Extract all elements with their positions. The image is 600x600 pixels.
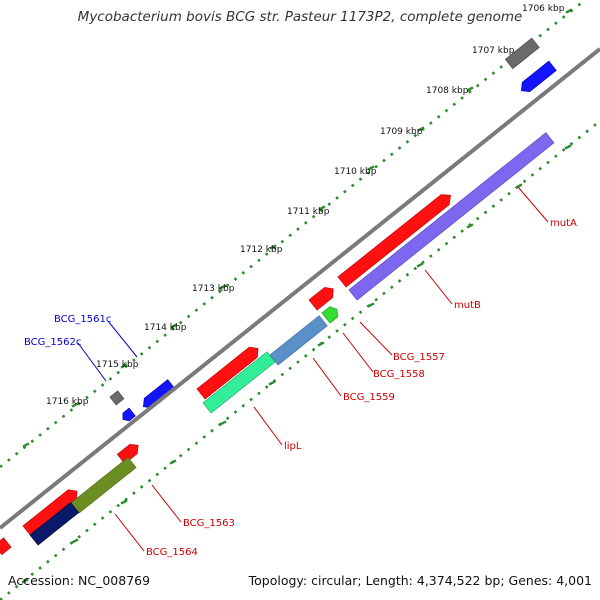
gene-bcg1561c[interactable]	[140, 379, 176, 412]
genome-title: Mycobacterium bovis BCG str. Pasteur 117…	[77, 9, 523, 25]
gene-bcg1562c[interactable]	[120, 407, 136, 423]
tick-label-1714: 1714 kbp	[144, 323, 187, 333]
gene-forward-2[interactable]	[308, 284, 337, 311]
gene-bcg1564[interactable]	[29, 502, 80, 546]
gene-label-bcg1561c[interactable]: BCG_1561c	[54, 314, 111, 325]
tick-label-1716: 1716 kbp	[46, 397, 89, 407]
leader-bcg1559	[312, 357, 342, 397]
gene-label-bcg1558[interactable]: BCG_1558	[373, 369, 425, 380]
gene-label-bcg1559[interactable]: BCG_1559	[343, 392, 395, 403]
gene-label-mutA[interactable]: mutA	[550, 218, 577, 229]
tick-label-1713: 1713 kbp	[192, 284, 235, 294]
tick-labels: 1706 kbp 1707 kbp 1708 kbp 1709 kbp 1710…	[46, 4, 565, 407]
gene-bcg1562c-upper[interactable]	[109, 390, 125, 406]
leader-mutB	[424, 269, 453, 305]
gene-forward-6[interactable]	[0, 537, 12, 556]
gene-reverse-top[interactable]	[518, 60, 557, 95]
leader-bcg1557	[359, 321, 393, 356]
topology-summary: Topology: circular; Length: 4,374,522 bp…	[248, 573, 592, 588]
gene-label-bcg1562c[interactable]: BCG_1562c	[24, 337, 81, 348]
leader-bcg1564	[114, 513, 145, 552]
tick-label-1707: 1707 kbp	[472, 46, 515, 56]
gene-label-mutB[interactable]: mutB	[454, 300, 481, 311]
gene-bcg1558-end[interactable]	[321, 304, 341, 324]
label-leader-lines	[77, 186, 549, 552]
accession-text: Accession: NC_008769	[8, 573, 151, 588]
backbone	[0, 47, 600, 530]
tick-label-1710: 1710 kbp	[334, 167, 377, 177]
leader-bcg1558	[342, 332, 374, 373]
tick-label-1708: 1708 kbp	[426, 86, 469, 96]
tick-label-1712: 1712 kbp	[240, 245, 283, 255]
tick-label-1711: 1711 kbp	[287, 207, 330, 217]
tick-label-1709: 1709 kbp	[380, 127, 423, 137]
gene-label-bcg1563[interactable]: BCG_1563	[183, 518, 235, 529]
gene-lipL[interactable]	[202, 351, 276, 414]
gene-bcg1558[interactable]	[269, 315, 328, 366]
forward-strand-genes	[0, 132, 555, 556]
leader-mutA	[517, 186, 549, 223]
leader-bcg1562c	[77, 342, 107, 382]
inner-dotted-track	[0, 119, 600, 600]
leader-bcg1561c	[107, 320, 138, 358]
inner-major-ticks	[21, 144, 572, 584]
gene-misc-top[interactable]	[504, 37, 540, 70]
gene-forward-1[interactable]	[337, 190, 455, 288]
reverse-strand-genes	[109, 37, 557, 423]
gene-forward-3[interactable]	[196, 343, 262, 400]
leader-bcg1563	[151, 484, 182, 523]
gene-label-bcg1557[interactable]: BCG_1557	[393, 352, 445, 363]
leader-lipL	[253, 406, 283, 446]
gene-mutB[interactable]	[348, 132, 555, 301]
tick-label-1715: 1715 kbp	[96, 360, 139, 370]
gene-label-lipL[interactable]: lipL	[284, 441, 302, 452]
gene-forward-4[interactable]	[22, 486, 81, 537]
gene-labels: mutA mutB BCG_1557 BCG_1558 BCG_1559 lip…	[24, 218, 577, 558]
tick-label-1706: 1706 kbp	[522, 4, 565, 14]
gene-label-bcg1564[interactable]: BCG_1564	[146, 547, 198, 558]
